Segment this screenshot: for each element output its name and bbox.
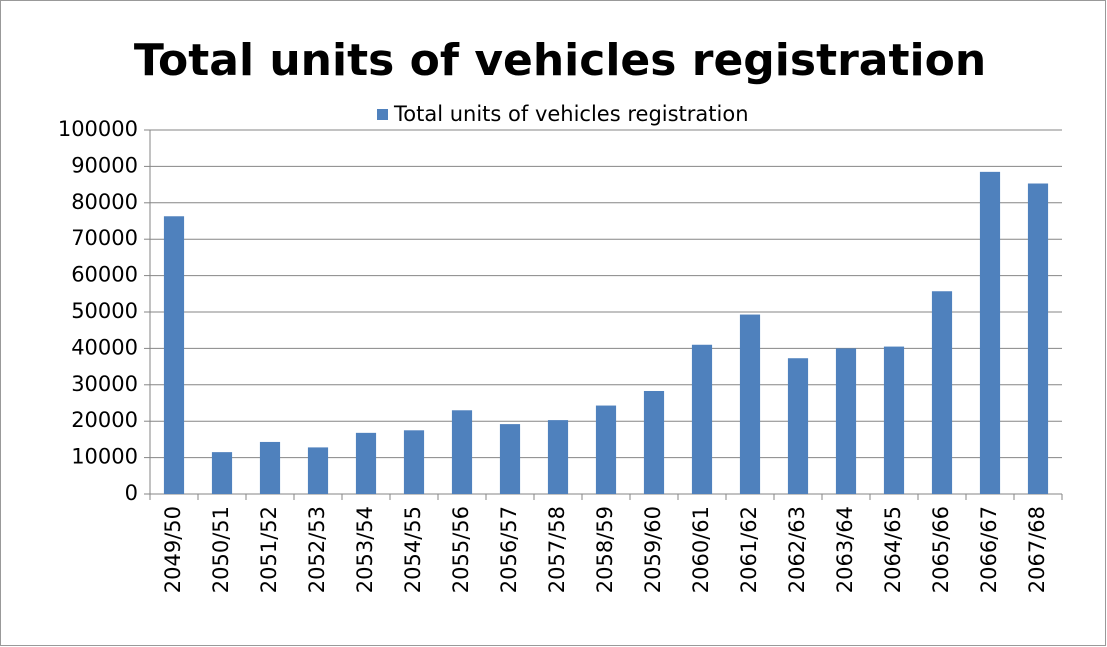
x-tick-label: 2050/51	[209, 506, 233, 593]
bar	[211, 452, 233, 494]
bar	[403, 430, 425, 494]
x-tick-label: 2054/55	[401, 506, 425, 593]
bar	[355, 432, 377, 494]
x-tick-label: 2067/68	[1025, 506, 1049, 593]
x-tick-label: 2051/52	[257, 506, 281, 593]
x-tick-label: 2056/57	[497, 506, 521, 593]
y-tick-label: 70000	[71, 226, 138, 250]
bar	[595, 405, 617, 494]
x-tick-label: 2064/65	[881, 506, 905, 593]
bar	[979, 171, 1001, 495]
legend-swatch	[377, 109, 388, 120]
bar	[307, 447, 329, 494]
bar	[1027, 183, 1049, 494]
bar	[739, 314, 761, 494]
bar	[451, 410, 473, 494]
x-tick-label: 2059/60	[641, 506, 665, 593]
bar	[787, 358, 809, 494]
bar	[643, 390, 665, 494]
x-tick-label: 2058/59	[593, 506, 617, 593]
bar	[691, 344, 713, 494]
y-tick-label: 10000	[71, 445, 138, 469]
y-tick-label: 20000	[71, 408, 138, 432]
x-tick-label: 2061/62	[737, 506, 761, 593]
y-tick-label: 0	[125, 481, 138, 505]
x-tick-label: 2055/56	[449, 506, 473, 593]
x-tick-label: 2062/63	[785, 506, 809, 593]
y-tick-label: 60000	[71, 263, 138, 287]
bar	[547, 420, 569, 494]
bar	[883, 346, 905, 494]
x-tick-label: 2053/54	[353, 506, 377, 593]
x-tick-label: 2060/61	[689, 506, 713, 593]
x-tick-label: 2066/67	[977, 506, 1001, 593]
bar	[163, 216, 185, 494]
bar	[931, 291, 953, 494]
legend-label: Total units of vehicles registration	[393, 102, 749, 126]
x-tick-label: 2049/50	[161, 506, 185, 593]
y-tick-label: 80000	[71, 190, 138, 214]
y-tick-label: 30000	[71, 372, 138, 396]
x-tick-label: 2057/58	[545, 506, 569, 593]
chart-title: Total units of vehicles registration	[134, 35, 986, 86]
bar	[835, 348, 857, 494]
x-tick-label: 2063/64	[833, 506, 857, 593]
y-tick-label: 100000	[58, 117, 138, 141]
y-tick-label: 40000	[71, 335, 138, 359]
x-tick-label: 2052/53	[305, 506, 329, 593]
x-tick-label: 2065/66	[929, 506, 953, 593]
bar	[259, 441, 281, 494]
y-tick-label: 50000	[71, 299, 138, 323]
y-tick-label: 90000	[71, 153, 138, 177]
bar	[499, 424, 521, 494]
